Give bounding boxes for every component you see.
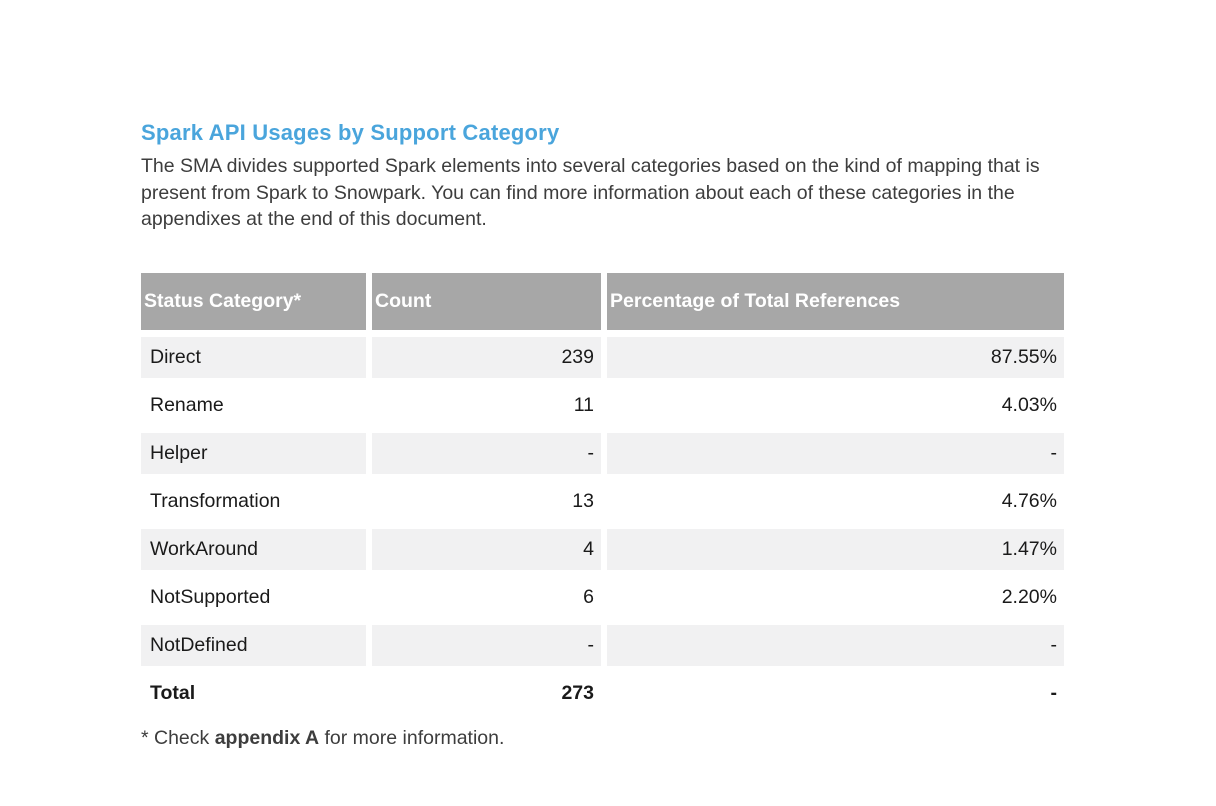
status-category-cell: WorkAround	[141, 525, 372, 577]
count-cell: 4	[369, 525, 607, 577]
count-cell: 6	[369, 573, 607, 625]
status-category-cell: Rename	[141, 381, 372, 433]
footnote-appendix-ref: appendix A	[214, 726, 320, 749]
status-category-cell: Helper	[141, 429, 372, 481]
footnote: * Check appendix A for more information.	[141, 727, 1066, 750]
table-row: Rename 11 4.03%	[141, 381, 1064, 433]
count-cell: 13	[369, 477, 607, 529]
percentage-cell: 4.03%	[604, 381, 1064, 433]
column-header-count: Count	[369, 272, 607, 337]
table-row: NotDefined - -	[141, 621, 1064, 673]
usage-table: Status Category* Count Percentage of Tot…	[141, 272, 1064, 714]
document-content: Spark API Usages by Support Category The…	[141, 120, 1066, 750]
table-row: NotSupported 6 2.20%	[141, 573, 1064, 625]
total-count-cell: 273	[369, 669, 607, 714]
table-row: Transformation 13 4.76%	[141, 477, 1064, 529]
status-category-cell: Transformation	[141, 477, 372, 529]
footnote-prefix: * Check	[141, 726, 215, 749]
count-cell: -	[369, 621, 607, 673]
status-category-cell: NotSupported	[141, 573, 372, 625]
count-cell: 11	[369, 381, 607, 433]
percentage-cell: 2.20%	[604, 573, 1064, 625]
percentage-cell: 87.55%	[604, 333, 1064, 385]
count-cell: 239	[369, 333, 607, 385]
count-cell: -	[369, 429, 607, 481]
total-percentage-cell: -	[604, 669, 1064, 714]
table-row: Helper - -	[141, 429, 1064, 481]
percentage-cell: 1.47%	[604, 525, 1064, 577]
total-label-cell: Total	[141, 669, 372, 714]
table-total-row: Total 273 -	[141, 669, 1064, 714]
percentage-cell: -	[604, 621, 1064, 673]
column-header-status-category: Status Category*	[141, 272, 372, 337]
table-row: Direct 239 87.55%	[141, 333, 1064, 385]
footnote-suffix: for more information.	[319, 726, 505, 749]
table-header-row: Status Category* Count Percentage of Tot…	[141, 272, 1064, 337]
status-category-cell: Direct	[141, 333, 372, 385]
intro-paragraph: The SMA divides supported Spark elements…	[141, 155, 1040, 230]
column-header-percentage: Percentage of Total References	[604, 272, 1064, 337]
percentage-cell: -	[604, 429, 1064, 481]
status-category-cell: NotDefined	[141, 621, 372, 673]
page-title: Spark API Usages by Support Category	[141, 120, 560, 145]
percentage-cell: 4.76%	[604, 477, 1064, 529]
table-row: WorkAround 4 1.47%	[141, 525, 1064, 577]
table-body: Direct 239 87.55% Rename 11 4.03% Helper - - Tran…	[141, 333, 1064, 673]
